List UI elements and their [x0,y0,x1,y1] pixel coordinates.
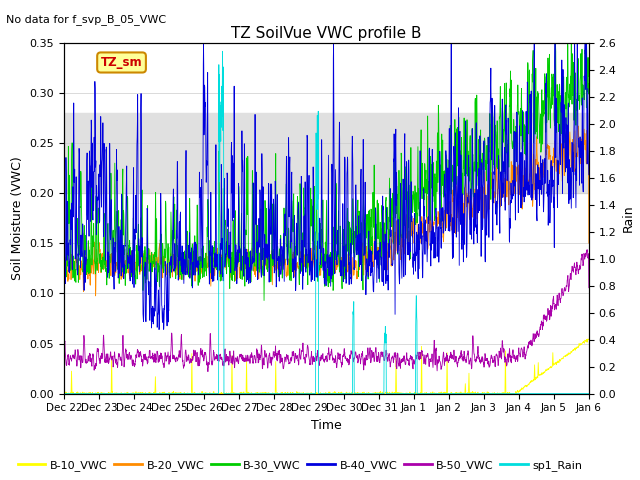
Legend: B-10_VWC, B-20_VWC, B-30_VWC, B-40_VWC, B-50_VWC, sp1_Rain: B-10_VWC, B-20_VWC, B-30_VWC, B-40_VWC, … [13,456,587,476]
Bar [64,113,589,193]
Text: TZ_sm: TZ_sm [100,56,142,69]
X-axis label: Time: Time [311,419,342,432]
Title: TZ SoilVue VWC profile B: TZ SoilVue VWC profile B [231,25,422,41]
Y-axis label: Rain: Rain [622,204,635,232]
Y-axis label: Soil Moisture (VWC): Soil Moisture (VWC) [11,156,24,280]
Text: No data for f_svp_B_05_VWC: No data for f_svp_B_05_VWC [6,14,166,25]
